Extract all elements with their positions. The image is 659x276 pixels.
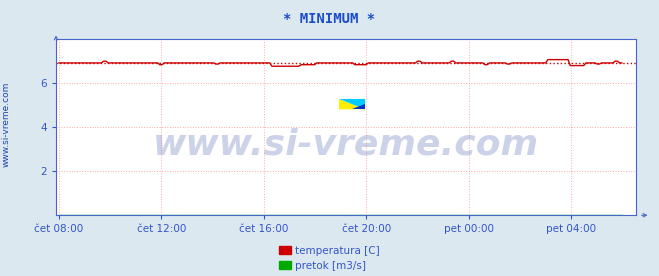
Legend: temperatura [C], pretok [m3/s]: temperatura [C], pretok [m3/s]	[279, 246, 380, 271]
Text: www.si-vreme.com: www.si-vreme.com	[153, 128, 539, 162]
Text: * MINIMUM *: * MINIMUM *	[283, 12, 376, 26]
Text: www.si-vreme.com: www.si-vreme.com	[2, 81, 11, 167]
Polygon shape	[339, 99, 365, 109]
Polygon shape	[352, 104, 365, 109]
Polygon shape	[339, 99, 365, 109]
